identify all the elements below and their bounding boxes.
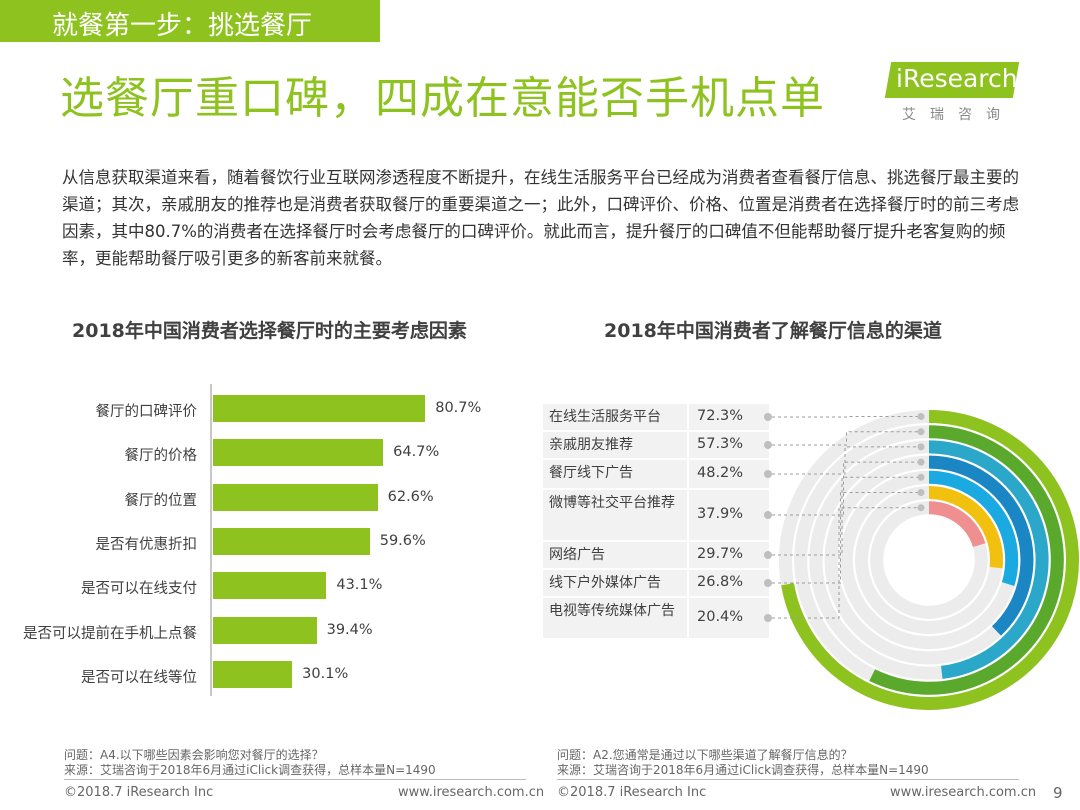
right-chart-title: 2018年中国消费者了解餐厅信息的渠道 xyxy=(604,320,942,342)
left-chart-axis xyxy=(210,384,212,696)
connector-end-dot xyxy=(917,473,925,481)
intro-paragraph: 从信息获取渠道来看，随着餐饮行业互联网渗透程度不断提升，在线生活服务平台已经成为… xyxy=(62,168,1019,268)
table-row: 电视等传统媒体广告 20.4% xyxy=(543,598,769,638)
connector-line xyxy=(772,446,921,475)
bar xyxy=(213,572,327,600)
left-question-note: 问题：A4.以下哪些因素会影响您对餐厅的选择？ xyxy=(64,748,324,762)
connector-dot xyxy=(764,413,772,421)
channel-value: 29.7% xyxy=(697,546,744,562)
channel-value: 57.3% xyxy=(697,436,744,452)
bar-value-label: 64.7% xyxy=(393,444,440,461)
channel-label: 网络广告 xyxy=(549,547,605,563)
iresearch-logo: iResearch 艾瑞咨询 xyxy=(884,62,1028,124)
bar-label: 是否可以提前在手机上点餐 xyxy=(23,625,197,642)
bar xyxy=(213,439,384,467)
right-footer-url: www.iresearch.com.cn xyxy=(890,785,1037,800)
bar-label: 是否有优惠折扣 xyxy=(95,536,198,553)
connector-dot xyxy=(764,441,772,449)
table-row: 在线生活服务平台 72.3% xyxy=(543,404,769,430)
bar xyxy=(213,483,378,511)
bar-label: 是否可以在线等位 xyxy=(81,669,197,686)
bar xyxy=(213,616,317,644)
table-row: 网络广告 29.7% xyxy=(543,542,769,568)
section-title: 就餐第一步：挑选餐厅 xyxy=(52,11,313,41)
section-banner xyxy=(0,0,380,42)
right-source-note: 来源：艾瑞咨询于2018年6月通过iClick调查获得，总样本量N=1490 xyxy=(557,763,929,777)
radial-bar xyxy=(928,440,1049,679)
bar-value-label: 30.1% xyxy=(302,665,349,682)
connector-end-dot xyxy=(917,428,925,436)
connector-dot xyxy=(764,614,772,622)
channel-value: 26.8% xyxy=(697,574,744,590)
table-divider xyxy=(687,542,689,568)
table-row: 餐厅线下广告 48.2% xyxy=(543,460,769,488)
right-question-note: 问题：A2.您通常是通过以下哪些渠道了解餐厅信息的？ xyxy=(557,748,853,762)
bar-label: 餐厅的价格 xyxy=(124,448,198,465)
table-divider xyxy=(687,404,689,430)
page-headline: 选餐厅重口碑，四成在意能否手机点单 xyxy=(60,73,825,124)
left-source-note: 来源：艾瑞咨询于2018年6月通过iClick调查获得，总样本量N=1490 xyxy=(64,763,436,777)
radial-bar xyxy=(781,410,1079,710)
right-footer-copyright: ©2018.7 iResearch Inc xyxy=(557,785,707,800)
channel-value: 20.4% xyxy=(697,609,744,625)
bar xyxy=(213,395,426,422)
connector-dot xyxy=(764,470,772,478)
radial-bar xyxy=(928,470,1019,586)
table-divider xyxy=(687,570,689,596)
connector-end-dot xyxy=(917,489,925,496)
connector-dot xyxy=(764,511,772,519)
connector-line xyxy=(772,431,921,446)
connector-end-dot xyxy=(917,458,925,466)
radial-bar xyxy=(928,501,986,548)
channel-value: 48.2% xyxy=(697,465,744,481)
radial-bar xyxy=(869,425,1064,695)
radial-bar xyxy=(928,455,1034,636)
radial-bar xyxy=(928,486,1003,569)
bar-value-label: 62.6% xyxy=(387,488,434,505)
channel-value: 72.3% xyxy=(697,408,744,424)
logo-subtitle: 艾瑞咨询 xyxy=(902,107,1014,123)
connector-line xyxy=(772,492,921,584)
table-row: 线下户外媒体广告 26.8% xyxy=(543,570,769,596)
logo-wordmark: iResearch xyxy=(896,64,1018,93)
table-divider xyxy=(687,460,689,488)
channel-label: 电视等传统媒体广告 xyxy=(549,603,675,619)
channel-label: 微博等社交平台推荐 xyxy=(549,495,675,511)
bar xyxy=(213,527,370,555)
page-number: 9 xyxy=(1053,784,1063,802)
channel-label: 餐厅线下广告 xyxy=(549,465,633,481)
left-footer-url: www.iresearch.com.cn xyxy=(398,785,545,800)
bar-value-label: 43.1% xyxy=(336,577,383,594)
channel-label: 在线生活服务平台 xyxy=(549,409,661,425)
bar-label: 是否可以在线支付 xyxy=(81,581,197,598)
connector-end-dot xyxy=(917,504,925,512)
table-divider xyxy=(687,432,689,458)
table-row: 微博等社交平台推荐 37.9% xyxy=(543,490,769,540)
right-footer-rule xyxy=(557,779,1019,780)
bar xyxy=(213,660,293,688)
channel-value: 37.9% xyxy=(697,506,744,522)
bar-value-label: 39.4% xyxy=(326,621,373,638)
table-row: 亲戚朋友推荐 57.3% xyxy=(543,432,769,458)
connector-dot xyxy=(764,551,772,559)
table-divider xyxy=(687,490,689,540)
connector-dot xyxy=(764,579,772,587)
left-footer-copyright: ©2018.7 iResearch Inc xyxy=(64,785,214,800)
channel-label: 亲戚朋友推荐 xyxy=(549,437,633,453)
connector-line xyxy=(772,416,921,418)
connector-line xyxy=(772,461,921,516)
left-chart-title: 2018年中国消费者选择餐厅时的主要考虑因素 xyxy=(72,320,467,342)
channel-label: 线下户外媒体广告 xyxy=(549,575,661,591)
connector-line xyxy=(772,507,921,619)
bar-value-label: 80.7% xyxy=(435,400,482,416)
bar-label: 餐厅的口碑评价 xyxy=(95,404,198,420)
left-footer-rule xyxy=(64,779,526,780)
table-divider xyxy=(687,598,689,638)
bar-label: 餐厅的位置 xyxy=(124,492,198,509)
bar-value-label: 59.6% xyxy=(379,532,426,549)
connector-end-dot xyxy=(917,443,925,451)
connector-line xyxy=(772,476,921,556)
connector-end-dot xyxy=(917,413,925,420)
